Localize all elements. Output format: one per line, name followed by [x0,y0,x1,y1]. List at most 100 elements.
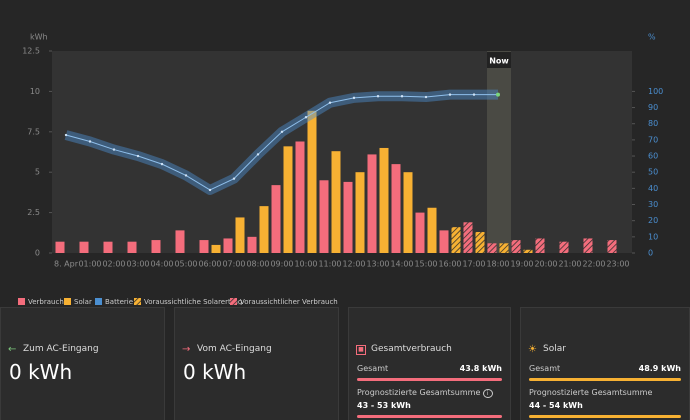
x-tick-label: 05:00 [174,260,197,269]
x-tick-label: 19:00 [510,260,533,269]
card: ☀ Solar Gesamt 48.9 kWh Prognostizierte G… [520,307,690,420]
bar [343,181,353,253]
legend-swatch [95,298,102,305]
legend-swatch [134,298,141,305]
x-tick-label: 01:00 [78,260,101,269]
bar [559,241,569,253]
progress-bar [357,378,502,381]
battery-point [400,95,404,98]
battery-point [136,154,140,158]
y2-tick-label: 60 [648,152,658,161]
x-tick-label: 11:00 [318,260,341,269]
battery-point [160,162,164,166]
bar [55,241,65,253]
legend-swatch [64,298,71,305]
x-tick-label: 8. Apr [54,260,79,269]
bar [403,172,413,253]
bar [451,227,461,253]
bar [103,241,113,253]
label: Gesamt [357,364,389,373]
y-tick-label: 7.5 [27,127,40,136]
x-tick-label: 15:00 [414,260,437,269]
bar [79,241,89,253]
now-column [487,51,511,253]
x-tick-label: 04:00 [150,260,173,269]
bar [367,154,377,253]
bar [511,240,521,253]
bar [439,230,449,253]
now-label: Now [489,57,509,66]
bar [391,164,401,253]
x-tick-label: 17:00 [462,260,485,269]
y2-tick-label: 40 [648,184,658,193]
x-tick-label: 20:00 [534,260,557,269]
bar [535,238,545,253]
battery-point [424,95,428,99]
value: 43.8 kWh [459,364,502,373]
bar [271,185,281,253]
card-title: Solar [543,344,566,354]
x-tick-label: 08:00 [246,260,269,269]
battery-point [376,95,380,98]
legend-swatch [18,298,25,305]
arrow-icon: → [182,344,191,355]
bar [127,241,137,253]
sun-icon: ☀ [528,344,537,355]
x-tick-label: 06:00 [198,260,221,269]
battery-point [112,148,116,151]
bar [307,110,317,254]
y2-axis-label: % [648,33,656,42]
card: ← Zum AC-Eingang 0 kWh [0,307,165,420]
info-icon[interactable]: i [482,389,493,398]
card: → Vom AC-Eingang 0 kWh [174,307,339,420]
x-tick-label: 18:00 [486,260,509,269]
arrow-icon: ← [8,344,17,355]
bar [211,244,221,253]
legend-label: Voraussichtliche Solarertrag [144,298,242,305]
x-tick-label: 22:00 [582,260,605,269]
progress-bar [529,415,681,418]
now-badge [487,52,511,68]
bar [487,243,497,253]
card-value: 0 kWh [183,360,247,384]
y-tick-label: 0 [35,249,40,258]
bar [427,207,437,253]
x-tick-label: 12:00 [342,260,365,269]
bar [319,180,329,253]
card-value: 0 kWh [9,360,73,384]
x-tick-label: 09:00 [270,260,293,269]
battery-point [280,130,284,133]
plot-area [52,51,632,253]
bar [415,212,425,253]
battery-point [352,96,356,100]
y2-tick-label: 80 [648,119,658,128]
battery-point [88,140,92,143]
y2-tick-label: 100 [648,87,663,96]
card-title: Gesamtverbrauch [371,344,452,354]
bar [175,230,185,253]
value: 48.9 kWh [638,364,681,373]
y-axis-label: kWh [30,33,48,42]
bar [199,240,209,253]
y2-tick-label: 10 [648,232,658,241]
x-tick-label: 16:00 [438,260,461,269]
battery-point [472,93,476,96]
legend-label: Batterie [105,298,133,305]
x-tick-label: 23:00 [606,260,629,269]
icon: ■ [356,345,366,355]
bar [463,222,473,253]
y-tick-label: 5 [35,168,40,177]
legend-label: Solar [74,298,92,305]
bar [331,151,341,253]
y2-tick-label: 90 [648,103,658,112]
chart: Now kWh % 0 2.5 5 7.5 10 12.5 0 10 20 30 40 50 60 70 8… [18,33,663,305]
y-tick-label: 12.5 [22,47,40,56]
bar [295,141,305,253]
progress-bar [357,415,502,418]
bar [607,240,617,253]
bar [583,238,593,253]
forecast-label: Prognostizierte Gesamtsumme [529,388,653,397]
bar [499,243,509,253]
y-tick-label: 2.5 [27,208,40,217]
